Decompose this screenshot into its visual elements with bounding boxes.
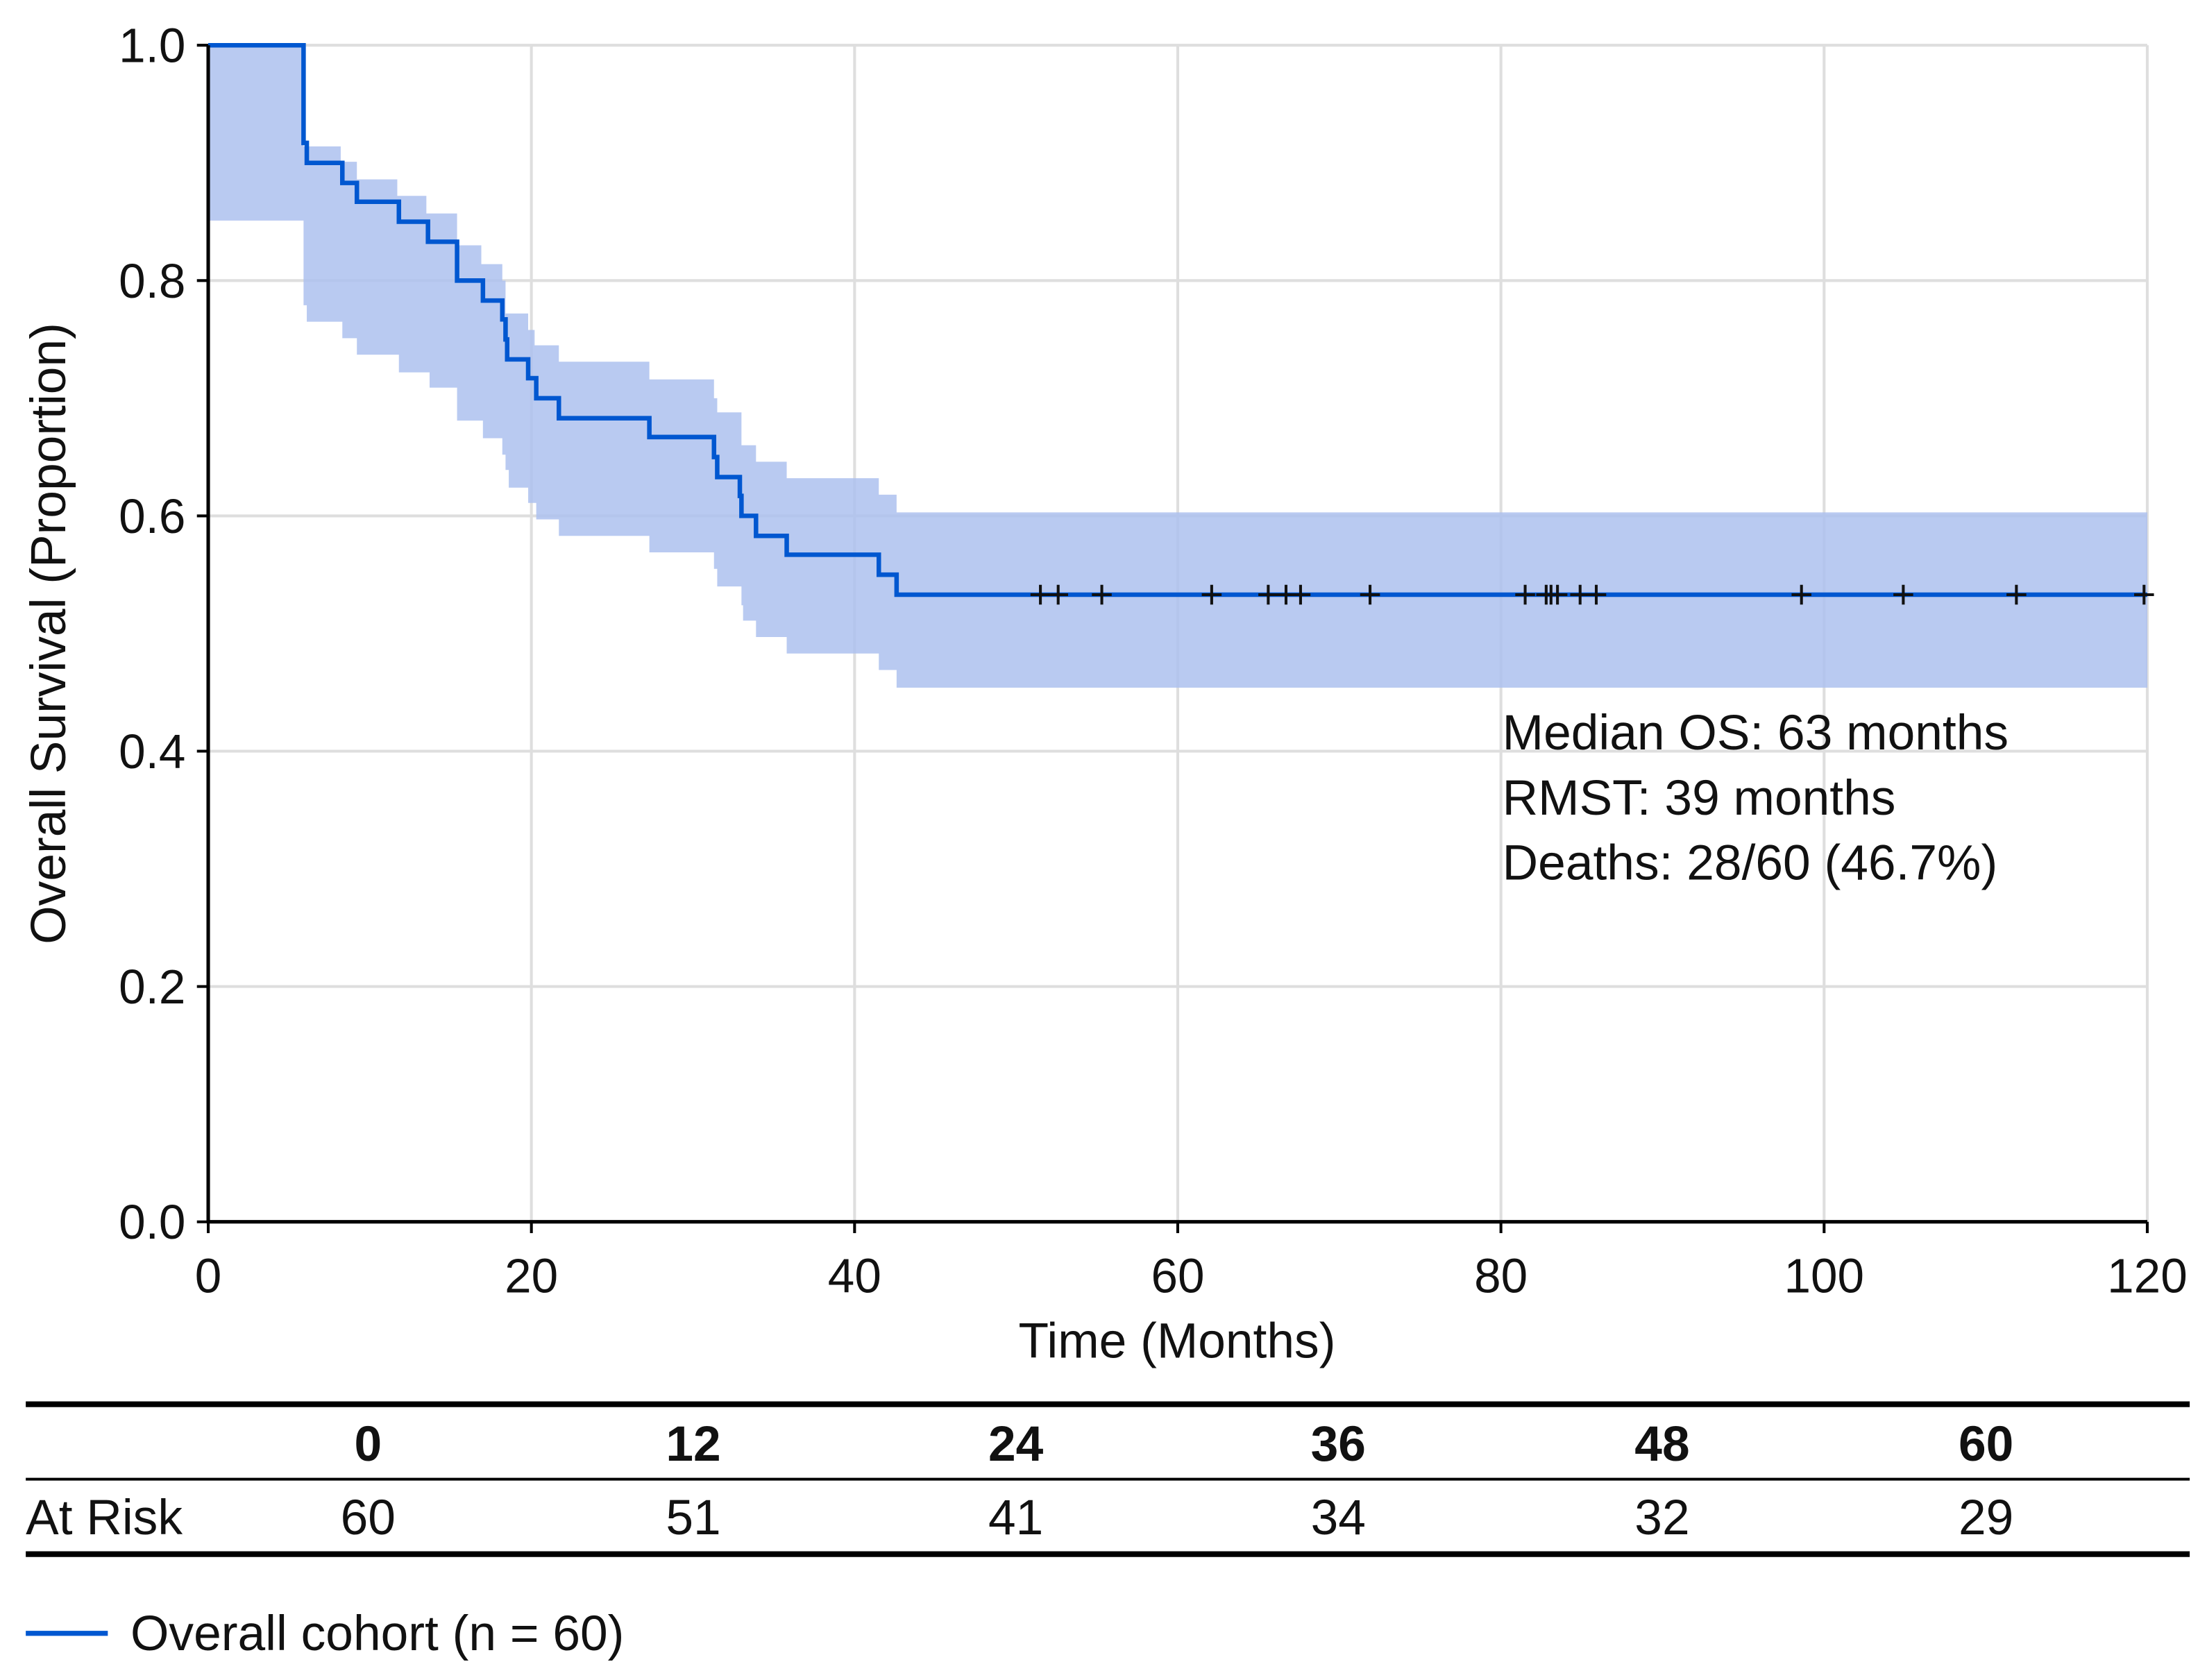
censor-mark: [2006, 584, 2027, 605]
x-tick-label: 60: [1151, 1249, 1204, 1303]
survival-curve-group: [208, 42, 2147, 597]
y-axis-label: Overall Survival (Proportion): [21, 323, 76, 944]
annotation-rmst: RMST: 39 months: [1503, 770, 1896, 826]
censor-mark: [1791, 584, 1811, 605]
censor-mark: [1290, 584, 1311, 605]
x-tick-label: 100: [1784, 1249, 1865, 1303]
risk-time-header: 36: [1311, 1416, 1366, 1472]
x-tick-label: 20: [505, 1249, 558, 1303]
risk-time-header: 60: [1959, 1416, 2013, 1472]
legend: Overall cohort (n = 60): [26, 1606, 624, 1661]
risk-time-header: 24: [988, 1416, 1044, 1472]
y-tick-label: 0.2: [119, 960, 185, 1014]
censor-mark: [1515, 584, 1535, 605]
risk-count: 34: [1311, 1490, 1366, 1545]
risk-time-header: 0: [354, 1416, 382, 1472]
x-axis-label: Time (Months): [1018, 1313, 1335, 1368]
censor-marks: [1030, 584, 2154, 605]
x-tick-label: 120: [2107, 1249, 2188, 1303]
survival-curve: [208, 42, 2147, 597]
annotation-median: Median OS: 63 months: [1503, 705, 2009, 761]
censor-mark: [1030, 584, 1051, 605]
risk-count: 41: [988, 1490, 1043, 1545]
y-tick-label: 0.4: [119, 724, 185, 779]
y-tick-label: 0.8: [119, 254, 185, 308]
y-tick-label: 0.0: [119, 1195, 185, 1249]
x-tick-label: 0: [195, 1249, 222, 1303]
censor-mark: [1547, 584, 1568, 605]
x-tick-label: 80: [1474, 1249, 1528, 1303]
axes: 0 20 40 60 80 100 120 0.0 0.2 0.4 0.6 0.8 1.0: [119, 19, 2188, 1303]
risk-count: 51: [666, 1490, 720, 1545]
risk-count: 29: [1959, 1490, 2013, 1545]
confidence-band: [208, 45, 2147, 688]
censor-mark: [1258, 584, 1278, 605]
censor-mark: [1586, 584, 1607, 605]
censor-mark: [1092, 584, 1112, 605]
censor-mark: [1048, 584, 1068, 605]
censor-mark: [2134, 584, 2154, 605]
risk-row-label: At Risk: [26, 1490, 183, 1545]
risk-time-header: 12: [666, 1416, 720, 1472]
y-tick-label: 1.0: [119, 19, 185, 73]
legend-label: Overall cohort (n = 60): [130, 1606, 624, 1661]
x-tick-label: 40: [828, 1249, 881, 1303]
risk-count: 60: [341, 1490, 396, 1545]
censor-mark: [1893, 584, 1913, 605]
risk-count: 32: [1634, 1490, 1689, 1545]
annotation-deaths: Deaths: 28/60 (46.7%): [1503, 835, 1998, 891]
ci-band-area: [208, 45, 2147, 688]
censor-mark: [1201, 584, 1222, 605]
risk-time-header: 48: [1634, 1416, 1689, 1472]
censor-mark: [1360, 584, 1380, 605]
y-tick-label: 0.6: [119, 489, 185, 543]
risk-table: At Risk 0 60 12 51 24 41 36 34 48 32 60 29: [26, 1401, 2190, 1557]
